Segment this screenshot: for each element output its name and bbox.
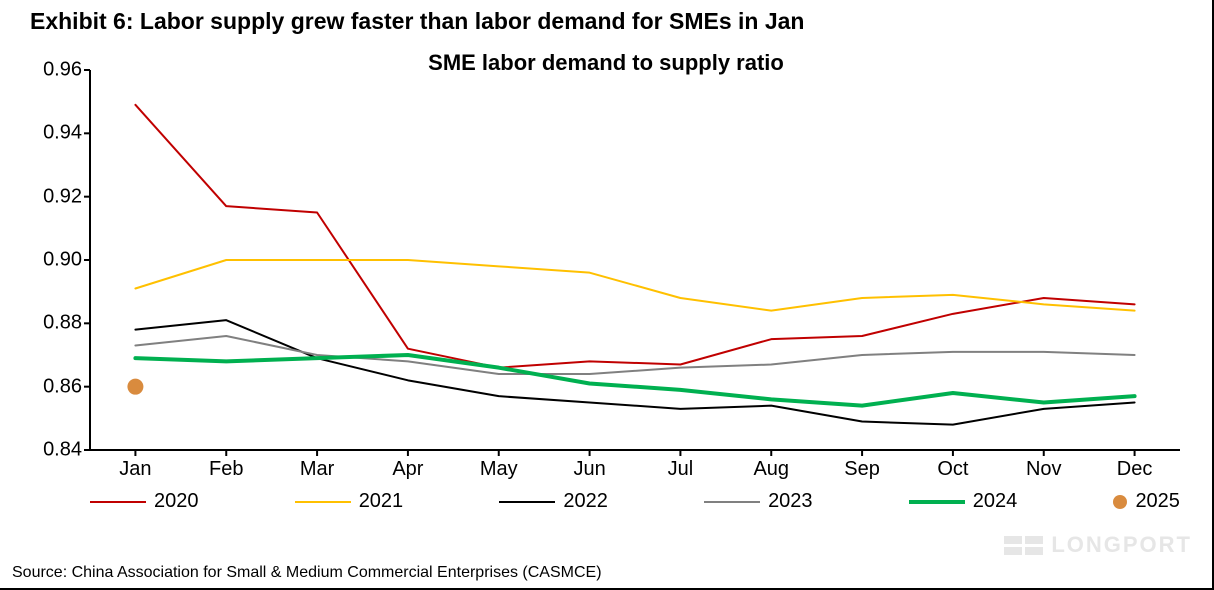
y-tick-label: 0.84 <box>43 439 82 462</box>
x-tick-label: Jul <box>668 458 694 481</box>
source-text: Source: China Association for Small & Me… <box>12 564 602 582</box>
legend-item-2022: 2022 <box>499 490 608 513</box>
legend-item-2020: 2020 <box>90 490 199 513</box>
series-2022 <box>135 320 1134 424</box>
legend-swatch <box>499 501 555 503</box>
watermark-text: LONGPORT <box>1051 532 1192 558</box>
x-tick-label: Oct <box>937 458 968 481</box>
watermark-icon <box>1004 536 1043 555</box>
series-2023 <box>135 336 1134 374</box>
legend-swatch <box>295 501 351 503</box>
y-tick-label: 0.86 <box>43 375 82 398</box>
chart-svg <box>90 70 1180 450</box>
legend-swatch <box>90 501 146 503</box>
x-tick-label: Mar <box>300 458 334 481</box>
y-tick-label: 0.90 <box>43 249 82 272</box>
y-tick-label: 0.92 <box>43 185 82 208</box>
point-2025 <box>127 379 143 395</box>
series-2020 <box>135 105 1134 368</box>
legend-label: 2022 <box>563 490 608 513</box>
legend-label: 2021 <box>359 490 404 513</box>
legend-label: 2024 <box>973 490 1018 513</box>
chart-legend: 2020 2021 2022 2023 2024 2025 <box>90 490 1180 513</box>
legend-swatch <box>909 500 965 504</box>
legend-item-2023: 2023 <box>704 490 813 513</box>
y-tick-label: 0.94 <box>43 122 82 145</box>
legend-item-2021: 2021 <box>295 490 404 513</box>
x-tick-label: Aug <box>753 458 789 481</box>
exhibit-container: Exhibit 6: Labor supply grew faster than… <box>0 0 1214 590</box>
legend-swatch <box>1113 495 1127 509</box>
legend-label: 2023 <box>768 490 813 513</box>
x-tick-label: May <box>480 458 518 481</box>
y-tick-label: 0.88 <box>43 312 82 335</box>
legend-item-2025: 2025 <box>1113 490 1180 513</box>
legend-swatch <box>704 501 760 503</box>
chart-plot-area: 0.840.860.880.900.920.940.96JanFebMarApr… <box>90 70 1180 450</box>
x-tick-label: Apr <box>392 458 423 481</box>
x-tick-label: Jan <box>119 458 151 481</box>
y-tick-label: 0.96 <box>43 59 82 82</box>
exhibit-title: Exhibit 6: Labor supply grew faster than… <box>30 8 804 35</box>
legend-label: 2025 <box>1135 490 1180 513</box>
x-tick-label: Sep <box>844 458 880 481</box>
watermark: LONGPORT <box>1004 532 1192 558</box>
x-tick-label: Feb <box>209 458 243 481</box>
x-tick-label: Dec <box>1117 458 1153 481</box>
x-tick-label: Nov <box>1026 458 1062 481</box>
series-2021 <box>135 260 1134 311</box>
legend-item-2024: 2024 <box>909 490 1018 513</box>
legend-label: 2020 <box>154 490 199 513</box>
x-tick-label: Jun <box>573 458 605 481</box>
